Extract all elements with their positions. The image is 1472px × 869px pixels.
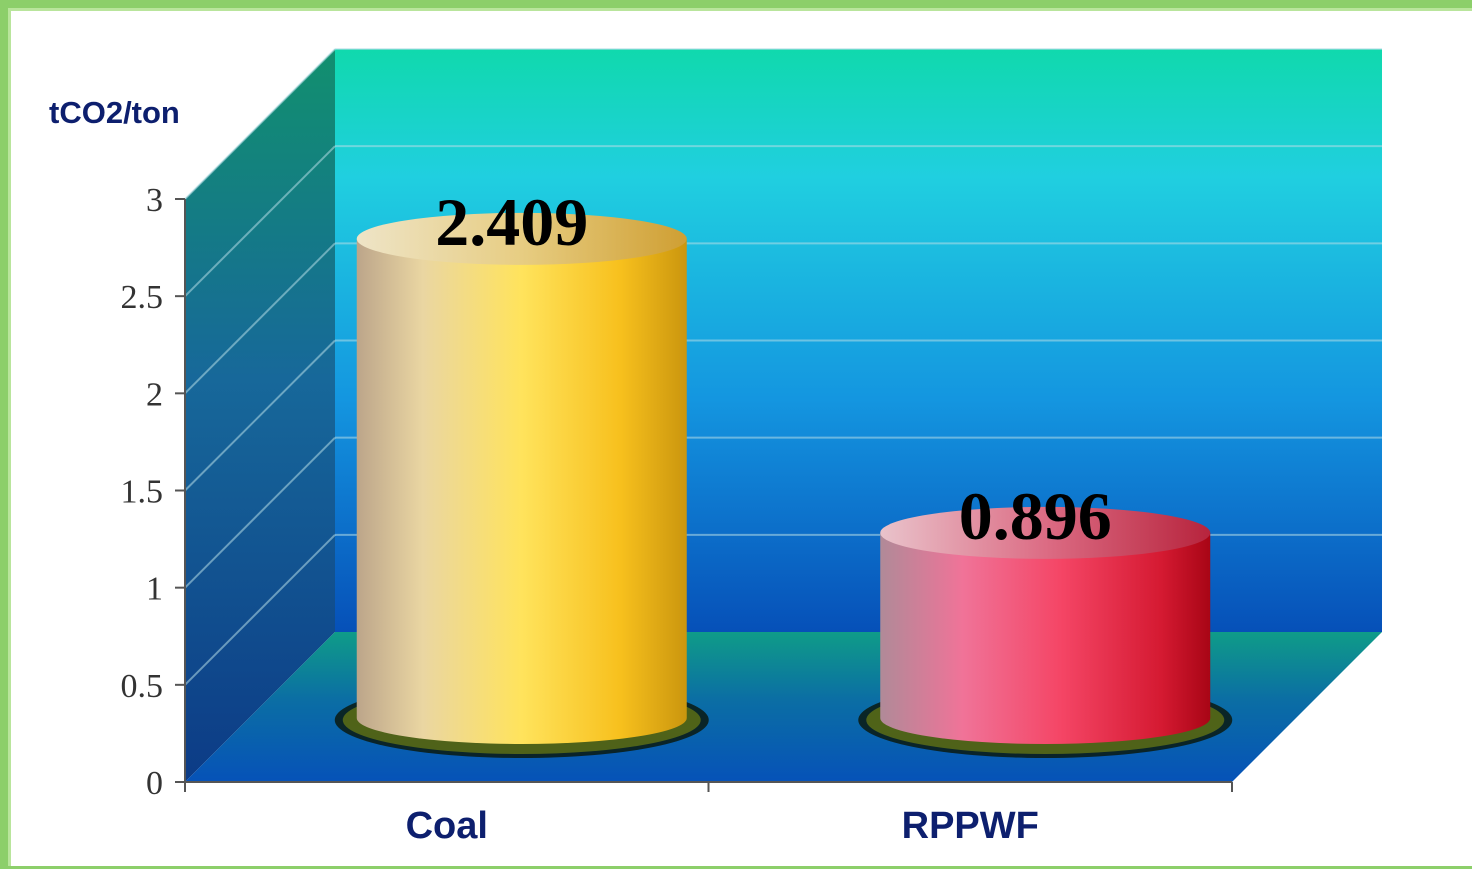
bar-top — [356, 212, 687, 265]
gridline-side — [184, 436, 336, 589]
gridline-side — [184, 145, 336, 297]
bar-chart: 0 0.5 1 1.5 2 2.5 3 Coal RPPWF 2.409 0.896 tCO2/… — [49, 48, 1382, 847]
bars — [334, 212, 1233, 758]
x-category-label: Coal — [406, 805, 488, 847]
y-tick-label: 2.5 — [121, 279, 164, 316]
bar-coal — [334, 212, 709, 758]
x-category-label: RPPWF — [902, 805, 1039, 847]
y-tick-label: 0 — [146, 765, 163, 802]
y-axis-ticks: 0 0.5 1 1.5 2 2.5 3 — [121, 182, 185, 802]
x-axis-ticks: Coal RPPWF — [184, 782, 1233, 847]
gridline-side — [184, 242, 336, 395]
y-tick-label: 1.5 — [121, 474, 164, 511]
y-tick-label: 2 — [146, 376, 163, 413]
gridline-side — [184, 48, 336, 200]
data-labels: 2.409 0.896 — [435, 184, 1112, 554]
data-label-coal: 2.409 — [435, 184, 588, 260]
bar-rppwf — [858, 506, 1233, 758]
y-tick-label: 3 — [146, 182, 163, 219]
chart-frame: 0 0.5 1 1.5 2 2.5 3 Coal RPPWF 2.409 0.896 tCO2/… — [8, 8, 1472, 866]
y-tick-label: 1 — [146, 571, 163, 608]
gridline-side — [184, 339, 336, 492]
y-axis-label: tCO2/ton — [49, 95, 180, 130]
data-label-rppwf: 0.896 — [959, 478, 1112, 554]
bar-top — [880, 506, 1211, 559]
bar-body — [356, 238, 687, 744]
y-tick-label: 0.5 — [121, 668, 164, 705]
gridline-side — [184, 534, 336, 686]
bar-body — [880, 532, 1211, 744]
